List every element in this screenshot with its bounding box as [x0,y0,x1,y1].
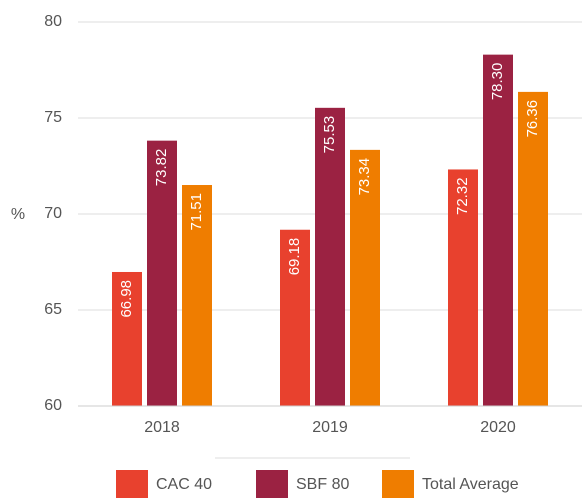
value-label: 72.32 [454,177,471,215]
value-label: 69.18 [286,238,303,276]
y-tick-label: 65 [44,301,62,318]
bar [182,185,212,406]
legend-swatch [256,470,288,498]
bar [483,54,513,406]
bar [518,91,548,406]
value-label: 73.34 [356,158,373,196]
bar [315,107,345,406]
x-tick-label: 2019 [312,419,348,436]
legend-label: Total Average [422,476,519,493]
y-axis-label: % [11,206,25,223]
bar [280,229,310,406]
bar [350,149,380,406]
bar [112,271,142,406]
legend-swatch [116,470,148,498]
x-tick-label: 2020 [480,419,516,436]
x-tick-label: 2018 [144,419,180,436]
value-label: 66.98 [118,280,135,318]
y-tick-label: 70 [44,205,62,222]
bar [147,140,177,406]
legend-label: CAC 40 [156,476,212,493]
y-tick-label: 60 [44,397,62,414]
legend-swatch [382,470,414,498]
y-tick-label: 75 [44,109,62,126]
legend-label: SBF 80 [296,476,349,493]
value-label: 73.82 [153,149,170,187]
y-tick-label: 80 [44,13,62,30]
value-label: 76.36 [524,100,541,138]
value-label: 78.30 [489,63,506,101]
value-label: 71.51 [188,193,205,231]
value-label: 75.53 [321,116,338,154]
bar [448,169,478,406]
